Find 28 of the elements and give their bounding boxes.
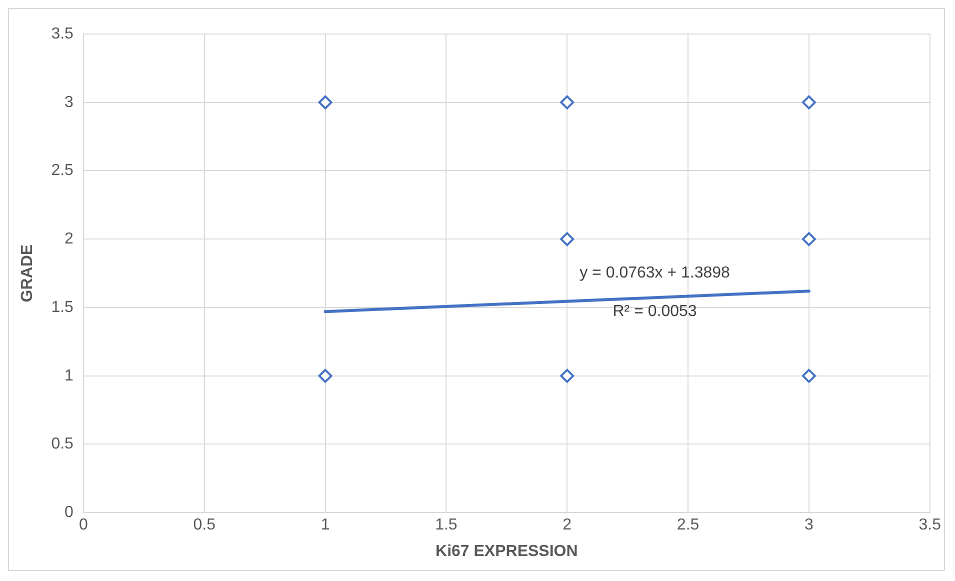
x-tick-label: 1.5 xyxy=(435,516,458,534)
point xyxy=(560,232,574,246)
point xyxy=(802,95,816,110)
y-tick-label: 3.5 xyxy=(51,25,74,42)
x-tick-label: 0 xyxy=(78,516,88,534)
annotation: y = 0.0763x + 1.3898 xyxy=(580,264,730,282)
point xyxy=(802,232,816,246)
y-tick-label: 0.5 xyxy=(51,436,74,453)
x-tick-label: 0.5 xyxy=(193,516,216,534)
x-axis-title: Ki67 EXPRESSION xyxy=(436,542,578,560)
x-tick-label: 2.5 xyxy=(676,516,700,534)
point xyxy=(318,95,332,110)
y-tick-label: 1 xyxy=(64,367,74,384)
point xyxy=(318,368,332,383)
x-tick-label: 3 xyxy=(804,516,814,534)
y-tick-label: 2 xyxy=(64,230,74,248)
x-tick-label: 3.5 xyxy=(918,516,942,534)
y-tick-label: 1.5 xyxy=(51,298,74,316)
point xyxy=(560,95,574,110)
y-tick-label: 3 xyxy=(64,94,74,111)
y-tick-label: 0 xyxy=(64,504,74,522)
annotation: R² = 0.0053 xyxy=(612,302,697,320)
point xyxy=(802,368,816,383)
y-axis-title: GRADE xyxy=(19,244,36,302)
point xyxy=(560,368,574,383)
y-tick-label: 2.5 xyxy=(51,162,74,180)
x-tick-label: 2 xyxy=(562,516,572,534)
x-tick-label: 1 xyxy=(320,516,330,534)
